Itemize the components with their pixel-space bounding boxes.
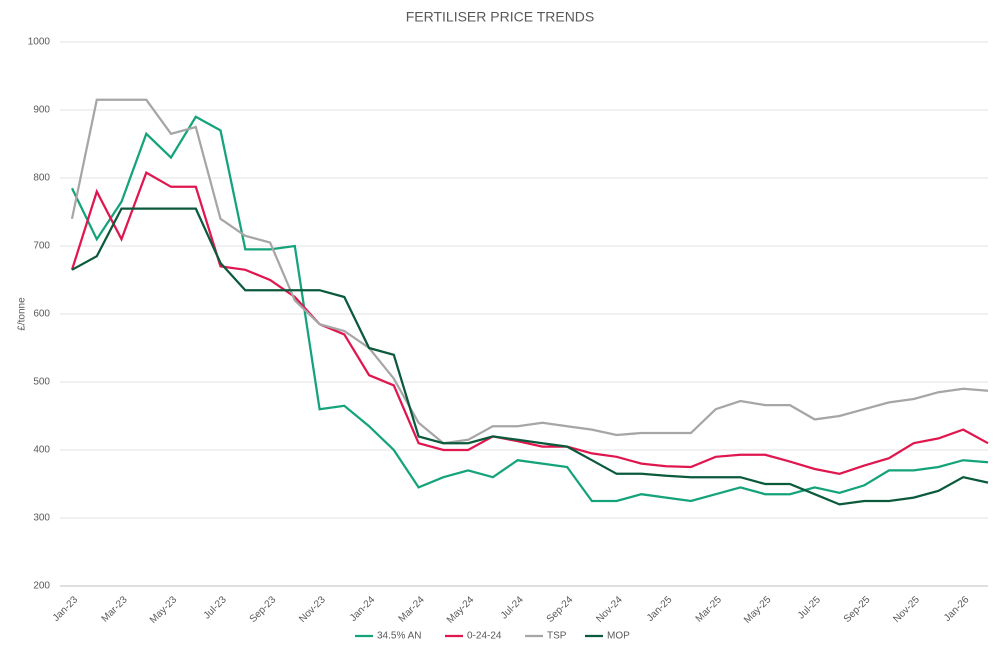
y-tick-label: 800 xyxy=(33,173,50,184)
series-line xyxy=(71,207,989,506)
x-tick-label: Jul-23 xyxy=(202,594,229,621)
x-tick-label: Jul-25 xyxy=(796,594,823,621)
series-line xyxy=(70,98,989,445)
x-tick-label: Mar-23 xyxy=(100,594,130,624)
legend-label: 0-24-24 xyxy=(467,631,502,642)
y-tick-label: 200 xyxy=(33,581,50,592)
x-tick-label: Sep-25 xyxy=(842,594,873,625)
y-tick-label: 700 xyxy=(33,241,50,252)
chart-title: FERTILISER PRICE TRENDS xyxy=(406,9,595,25)
series-line xyxy=(70,170,989,475)
x-tick-label: Jan-26 xyxy=(942,594,972,624)
x-tick-label: Nov-24 xyxy=(594,594,625,625)
y-axis-label: £/tonne xyxy=(17,297,28,331)
y-tick-label: 600 xyxy=(33,309,50,320)
x-tick-label: Mar-24 xyxy=(397,594,427,624)
x-tick-label: Nov-23 xyxy=(297,594,328,625)
x-tick-label: Nov-25 xyxy=(891,594,922,625)
x-tick-label: Jan-25 xyxy=(645,594,675,624)
legend-label: MOP xyxy=(607,631,630,642)
x-tick-label: Jan-23 xyxy=(51,594,81,624)
x-tick-label: May-23 xyxy=(148,594,180,626)
y-tick-label: 400 xyxy=(33,445,50,456)
legend-label: TSP xyxy=(547,631,567,642)
y-tick-label: 500 xyxy=(33,377,50,388)
x-tick-label: Sep-24 xyxy=(545,594,576,625)
x-tick-label: May-24 xyxy=(445,594,477,626)
x-tick-label: Mar-25 xyxy=(694,594,724,624)
legend-label: 34.5% AN xyxy=(377,631,421,642)
x-tick-label: Jul-24 xyxy=(499,594,526,621)
y-tick-label: 900 xyxy=(33,105,50,116)
x-tick-label: Sep-23 xyxy=(248,594,279,625)
x-tick-label: May-25 xyxy=(742,594,774,626)
x-tick-label: Jan-24 xyxy=(348,594,378,624)
series-line xyxy=(70,115,989,503)
y-tick-label: 1000 xyxy=(28,37,51,48)
y-tick-label: 300 xyxy=(33,513,50,524)
